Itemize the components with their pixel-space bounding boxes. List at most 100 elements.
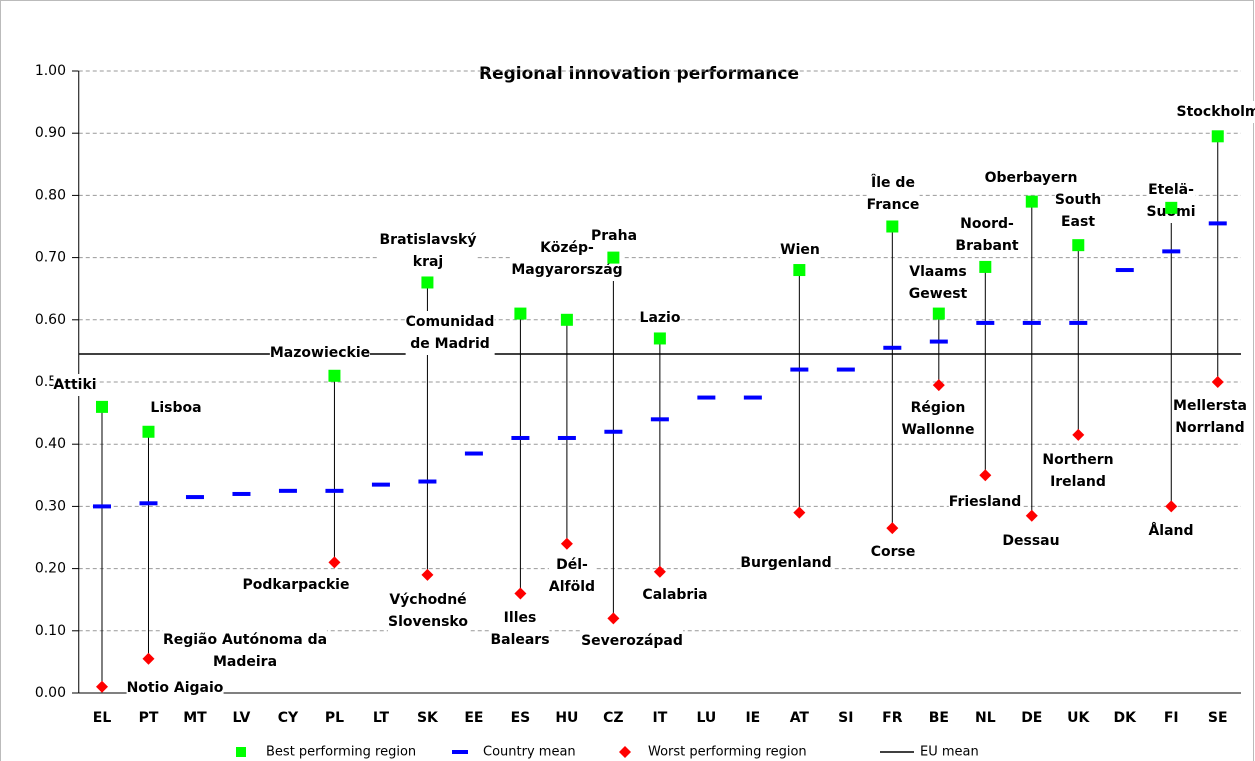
x-tick-label: SI — [838, 710, 853, 726]
worst-region — [1072, 428, 1085, 441]
country-mean — [557, 435, 576, 440]
y-tick-label: 0.30 — [35, 498, 66, 514]
region-label: Dessau — [1002, 530, 1060, 552]
x-tick-label: UK — [1067, 710, 1090, 726]
x-tick-label: IT — [652, 710, 667, 726]
region-label: Stockholm — [1176, 101, 1255, 123]
x-tick-label: EL — [93, 710, 112, 726]
worst-region — [95, 680, 108, 693]
best-region — [514, 307, 527, 320]
worst-region — [932, 379, 945, 392]
country-mean — [1208, 221, 1227, 226]
y-tick-label: 0.20 — [35, 561, 66, 577]
y-tick-label: 0.00 — [35, 685, 66, 701]
country-mean — [697, 395, 716, 400]
worst-region — [607, 612, 620, 625]
region-label: Mellersta Norrland — [1173, 395, 1247, 439]
x-tick-label: EE — [464, 710, 483, 726]
chart-title: Regional innovation performance — [479, 64, 799, 84]
region-label: Mazowieckie — [269, 342, 371, 364]
worst-region — [793, 506, 806, 519]
x-tick-label: LV — [233, 710, 251, 726]
region-label: Friesland — [948, 491, 1022, 513]
legend-label: Worst performing region — [648, 745, 807, 760]
legend-marker — [452, 750, 468, 754]
y-tick-label: 0.90 — [35, 125, 66, 141]
worst-region — [1025, 509, 1038, 522]
x-tick-label: IE — [745, 710, 760, 726]
x-tick-label: PL — [325, 710, 344, 726]
x-tick-label: SK — [417, 710, 439, 726]
x-tick-label: DK — [1114, 710, 1138, 726]
x-tick-label: PT — [139, 710, 159, 726]
region-label: Podkarpackie — [242, 574, 350, 596]
best-region — [979, 260, 992, 273]
worst-region — [653, 565, 666, 578]
best-region — [328, 369, 341, 382]
region-label: Noord- Brabant — [955, 213, 1019, 257]
x-tick-label: CY — [278, 710, 299, 726]
worst-region — [979, 469, 992, 482]
country-mean — [232, 491, 251, 496]
country-mean — [790, 367, 809, 372]
y-tick-label: 1.00 — [35, 63, 66, 79]
country-mean — [836, 367, 855, 372]
worst-region — [560, 537, 573, 550]
region-label: Attiki — [53, 374, 97, 396]
worst-region — [886, 522, 899, 535]
best-region — [1072, 239, 1085, 252]
best-region — [421, 276, 434, 289]
x-tick-label: MT — [183, 710, 207, 726]
region-label: Região Autónoma da Madeira — [162, 629, 328, 673]
region-label: Corse — [870, 541, 916, 563]
country-mean — [464, 451, 483, 456]
region-label: Calabria — [642, 584, 708, 606]
region-label: Bratislavský kraj — [379, 229, 477, 273]
region-label: Praha — [590, 225, 638, 247]
legend-label: Best performing region — [266, 745, 416, 760]
region-label: South East — [1054, 189, 1102, 233]
country-mean — [650, 417, 669, 422]
country-mean — [1069, 320, 1088, 325]
country-mean — [929, 339, 948, 344]
country-mean — [743, 395, 762, 400]
worst-region — [328, 556, 341, 569]
best-region — [142, 425, 155, 438]
x-tick-label: BE — [929, 710, 949, 726]
region-label: Northern Ireland — [1042, 449, 1114, 493]
country-mean — [511, 435, 530, 440]
region-label: Severozápad — [581, 630, 683, 652]
best-region — [1211, 130, 1224, 143]
worst-region — [142, 652, 155, 665]
region-label: Dél- Alföld — [548, 554, 596, 598]
x-tick-label: FR — [882, 710, 903, 726]
country-mean — [418, 479, 437, 484]
x-tick-label: NL — [975, 710, 996, 726]
country-mean — [371, 482, 390, 487]
region-label: Oberbayern — [984, 167, 1078, 189]
region-label: Közép- Magyarország — [511, 237, 623, 281]
x-tick-label: HU — [555, 710, 578, 726]
x-tick-label: CZ — [603, 710, 623, 726]
country-mean — [604, 429, 623, 434]
region-label: Etelä- Suomi — [1146, 179, 1196, 223]
best-region — [653, 332, 666, 345]
region-label: Lazio — [639, 307, 681, 329]
region-label: Východné Slovensko — [388, 589, 468, 633]
x-tick-label: FI — [1164, 710, 1179, 726]
country-mean — [92, 504, 111, 509]
best-region — [95, 400, 108, 413]
best-region — [607, 251, 620, 264]
x-tick-label: ES — [511, 710, 531, 726]
region-label: Wien — [780, 239, 820, 261]
region-label: Notio Aigaio — [126, 677, 224, 699]
y-tick-label: 0.10 — [35, 623, 66, 639]
y-tick-label: 0.70 — [35, 250, 66, 266]
worst-region — [421, 568, 434, 581]
legend-marker — [236, 747, 246, 757]
region-label: Comunidad de Madrid — [405, 311, 495, 355]
worst-region — [1211, 376, 1224, 388]
region-label: Burgenland — [740, 552, 832, 574]
region-label: Åland — [1148, 520, 1194, 542]
